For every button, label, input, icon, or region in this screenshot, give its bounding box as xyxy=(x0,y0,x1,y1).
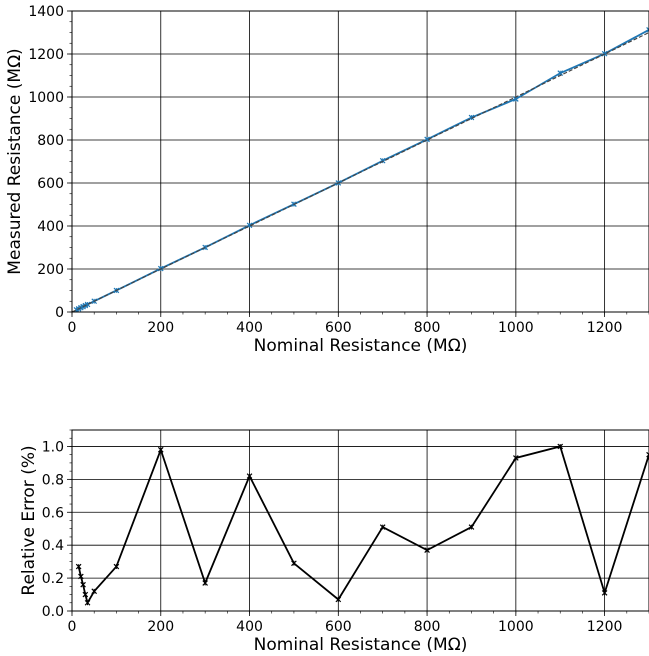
data-point xyxy=(78,573,84,580)
data-point-stroke xyxy=(646,453,649,458)
data-point xyxy=(75,563,82,570)
relative-error-chart: 0 200 400 600 800 1000 1200 0.0 0.2 0.4 0.6 0.8 1.0 N… xyxy=(19,429,649,655)
y-tick-label: 600 xyxy=(37,176,64,192)
data-point-stroke xyxy=(646,27,649,31)
x-axis-label: Nominal Resistance (MΩ) xyxy=(254,635,468,655)
y-tick-label: 400 xyxy=(37,219,64,235)
x-tick-label: 400 xyxy=(236,619,263,635)
y-tick-label: 0.0 xyxy=(42,604,64,620)
x-tick-label: 0 xyxy=(68,320,77,336)
x-tick-label: 1200 xyxy=(587,320,623,336)
data-point xyxy=(82,591,89,598)
y-tick-label: 1.0 xyxy=(42,439,64,455)
x-tick-label: 1000 xyxy=(498,320,534,336)
y-tick-label: 0.2 xyxy=(42,571,64,587)
data-point xyxy=(80,581,86,588)
plot-series-group xyxy=(75,443,649,606)
series-line xyxy=(77,445,649,606)
data-point xyxy=(246,473,253,479)
data-point xyxy=(84,599,91,606)
y-tick-label: 0.6 xyxy=(42,505,64,521)
data-point xyxy=(91,588,98,595)
x-axis-label: Nominal Resistance (MΩ) xyxy=(254,336,468,356)
plot-series-group xyxy=(72,27,649,312)
data-point xyxy=(557,443,564,450)
x-tick-label: 1000 xyxy=(498,619,534,635)
y-tick-label: 1000 xyxy=(28,90,64,106)
data-point xyxy=(113,563,120,570)
data-point xyxy=(335,596,342,603)
data-point xyxy=(202,244,208,251)
data-point xyxy=(379,524,386,530)
data-point xyxy=(202,580,208,586)
x-tick-label: 0 xyxy=(68,619,77,635)
axes-frame xyxy=(71,10,649,313)
y-tick-label: 1400 xyxy=(28,4,64,20)
y-tick-label: 800 xyxy=(37,133,64,149)
x-tick-label: 600 xyxy=(325,619,352,635)
measured-vs-nominal-chart: 0 200 400 600 800 1000 1200 0 200 400 600 800 1000 12… xyxy=(5,4,649,356)
y-axis-label: Relative Error (%) xyxy=(19,445,39,595)
data-point xyxy=(646,451,649,458)
data-point xyxy=(424,547,430,553)
data-point xyxy=(468,114,475,121)
y-axis-label: Measured Resistance (MΩ) xyxy=(5,48,25,274)
data-point-stroke xyxy=(646,28,649,33)
data-point xyxy=(557,70,564,76)
axes-frame xyxy=(71,429,649,612)
data-point xyxy=(157,446,164,453)
y-tick-label: 200 xyxy=(37,262,64,278)
y-tick-label: 0.4 xyxy=(42,538,64,554)
series-line xyxy=(72,31,649,312)
x-tick-label: 200 xyxy=(147,619,174,635)
x-tick-label: 200 xyxy=(147,320,174,336)
x-tick-label: 800 xyxy=(414,619,441,635)
data-point xyxy=(601,590,608,596)
y-tick-label: 0.8 xyxy=(42,472,64,488)
data-point xyxy=(84,301,91,308)
y-tick-label: 0 xyxy=(55,305,64,321)
x-tick-label: 1200 xyxy=(587,619,623,635)
data-point xyxy=(646,27,649,33)
x-tick-label: 400 xyxy=(236,320,263,336)
x-tick-label: 600 xyxy=(325,320,352,336)
data-point-stroke xyxy=(646,451,649,456)
x-tick-label: 800 xyxy=(414,320,441,336)
data-point xyxy=(468,524,475,530)
data-point xyxy=(513,455,519,461)
y-tick-label: 1200 xyxy=(28,47,64,63)
data-point xyxy=(291,560,297,567)
